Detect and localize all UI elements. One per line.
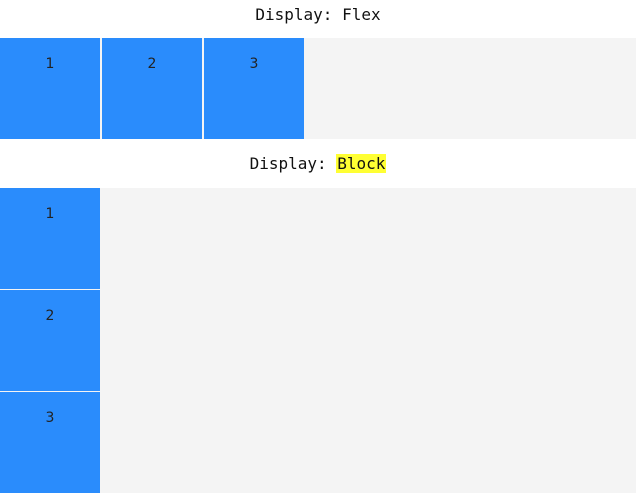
flex-item-2: 2: [102, 38, 202, 139]
flex-section-heading: Display: Flex: [0, 0, 636, 30]
flex-heading-value: Flex: [342, 5, 381, 24]
block-item-2: 2: [0, 290, 100, 391]
block-container: 1 2 3: [0, 188, 636, 493]
block-item-1: 1: [0, 188, 100, 289]
flex-heading-prefix: Display:: [255, 5, 343, 24]
block-heading-value-highlighted: Block: [336, 154, 387, 173]
flex-container: 1 2 3: [0, 38, 636, 139]
block-heading-prefix: Display:: [249, 154, 337, 173]
flex-item-1: 1: [0, 38, 100, 139]
block-item-3: 3: [0, 392, 100, 493]
flex-item-3: 3: [204, 38, 304, 139]
block-section-heading: Display: Block: [0, 149, 636, 179]
